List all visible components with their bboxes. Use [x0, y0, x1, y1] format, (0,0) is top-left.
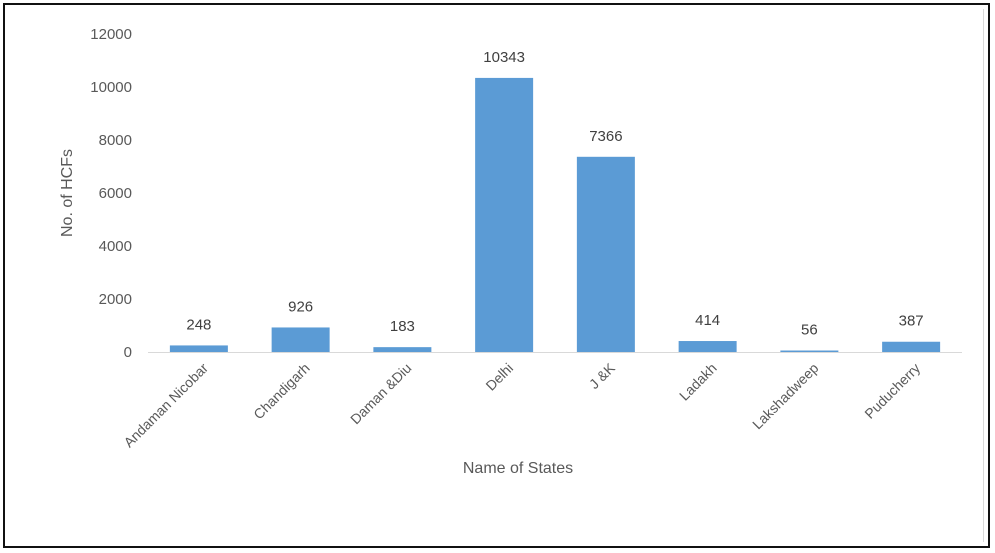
- data-label: 387: [899, 313, 924, 330]
- data-label: 414: [695, 312, 720, 329]
- bar-lakshadweep: [780, 350, 839, 352]
- category-label: Ladakh: [676, 360, 720, 404]
- y-tick-label: 6000: [99, 185, 132, 202]
- bar-andaman-nicobar: [169, 345, 228, 352]
- category-label: Andaman Nicobar: [120, 360, 211, 451]
- data-label: 183: [390, 318, 415, 335]
- y-tick-label: 8000: [99, 132, 132, 149]
- y-tick-label: 10000: [90, 79, 132, 96]
- bar-j-k: [576, 156, 635, 352]
- bars: [169, 77, 941, 353]
- y-tick-label: 0: [124, 344, 132, 361]
- y-axis-title: No. of HCFs: [59, 149, 76, 237]
- category-label: Lakshadweep: [749, 360, 822, 433]
- bar-daman-diu: [373, 347, 432, 352]
- data-label: 926: [288, 298, 313, 315]
- frame-inner-edge: [983, 9, 984, 542]
- category-label: Chandigarh: [250, 360, 313, 423]
- data-label: 248: [186, 316, 211, 333]
- data-label: 7366: [589, 128, 622, 145]
- bar-chandigarh: [271, 327, 330, 352]
- category-labels: Andaman Nicobar Chandigarh Daman &Diu Delhi…: [120, 359, 923, 450]
- category-label: Puducherry: [861, 360, 923, 422]
- data-labels: 248 926 183 10343 7366 414 56 387: [186, 49, 923, 339]
- bar-delhi: [475, 77, 534, 353]
- category-label: Delhi: [482, 360, 516, 394]
- bar-puducherry: [882, 341, 941, 352]
- x-axis-title: Name of States: [463, 460, 573, 477]
- bar-ladakh: [678, 341, 737, 352]
- data-label: 56: [801, 322, 818, 339]
- data-label: 10343: [483, 49, 525, 66]
- y-tick-label: 12000: [90, 26, 132, 43]
- category-label: J &K: [586, 359, 619, 392]
- category-label: Daman &Diu: [347, 360, 414, 427]
- y-axis-ticks: 0 2000 4000 6000 8000 10000 12000: [90, 26, 132, 361]
- y-tick-label: 2000: [99, 291, 132, 308]
- y-tick-label: 4000: [99, 238, 132, 255]
